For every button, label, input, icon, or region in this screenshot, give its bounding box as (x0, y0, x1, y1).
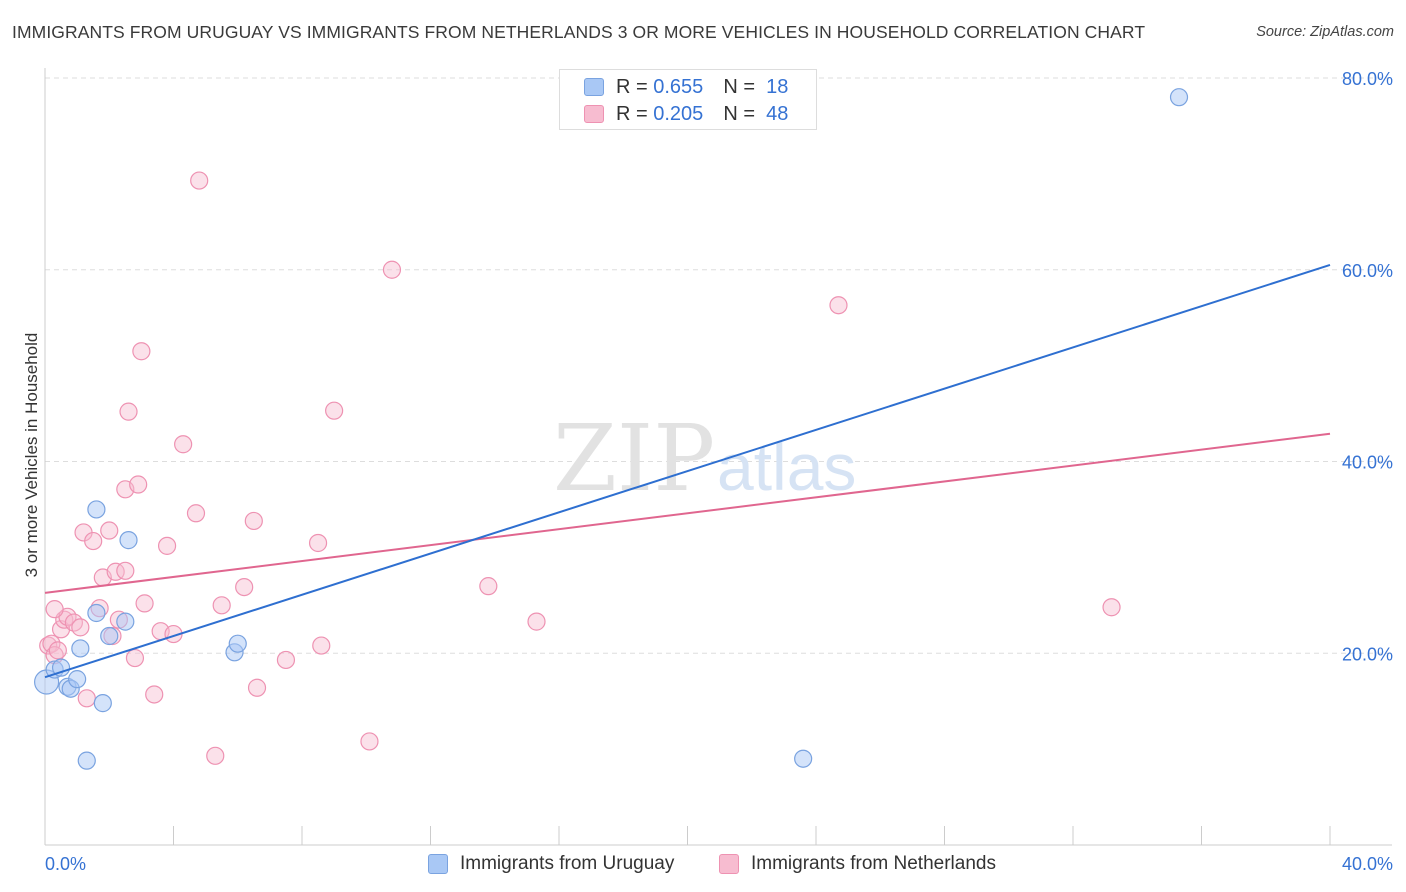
uruguay-point (794, 749, 813, 768)
netherlands-point (132, 342, 151, 361)
bottom-legend-swatch-netherlands (719, 854, 739, 874)
uruguay-point (100, 626, 119, 646)
legend-swatch-netherlands (584, 105, 604, 123)
netherlands-point (174, 435, 193, 454)
netherlands-point (247, 678, 267, 697)
y-tick-label: 60.0% (1342, 261, 1393, 281)
uruguay-point (77, 751, 96, 770)
watermark-zip: ZIP (553, 405, 715, 512)
netherlands-point (100, 521, 119, 540)
netherlands-point (135, 594, 154, 613)
trendlines (44, 264, 1331, 679)
netherlands-point (45, 600, 64, 619)
y-tick-label: 40.0% (1342, 453, 1393, 473)
watermark: ZIP atlas (553, 405, 856, 512)
uruguay-point (119, 531, 138, 550)
legend-swatch-uruguay (584, 78, 604, 96)
legend-r-label: R = (616, 102, 648, 125)
netherlands-point (1102, 598, 1121, 617)
correlation-legend: R = 0.655 N = 18 R = 0.205 N = 48 (559, 69, 817, 130)
netherlands-point (71, 618, 90, 637)
netherlands-point (244, 511, 263, 531)
netherlands-point (119, 402, 138, 421)
netherlands-point (308, 533, 328, 553)
uruguay-point (87, 603, 106, 623)
uruguay-point (68, 670, 87, 689)
netherlands-point (312, 636, 331, 655)
legend-n-value-netherlands: 48 (766, 102, 789, 125)
axes (44, 68, 1392, 846)
netherlands-point (157, 536, 177, 555)
uruguay-point (116, 612, 135, 631)
uruguay-point (93, 694, 112, 713)
uruguay-points (34, 88, 1189, 770)
uruguay-trendline (44, 264, 1331, 679)
source-label: Source: ZipAtlas.com (1256, 24, 1394, 40)
netherlands-point (190, 171, 209, 190)
uruguay-point (71, 639, 90, 658)
netherlands-point (42, 634, 61, 653)
x-tick-label: 40.0% (1342, 854, 1393, 874)
netherlands-point (116, 561, 135, 580)
netherlands-point (145, 685, 164, 704)
bottom-legend-label-uruguay: Immigrants from Uruguay (460, 853, 675, 874)
y-axis-label: 3 or more Vehicles in Household (22, 332, 41, 578)
bottom-legend-label-netherlands: Immigrants from Netherlands (751, 853, 996, 874)
netherlands-points (39, 171, 1121, 765)
legend-n-label: N = (723, 102, 755, 125)
x-tick-label: 0.0% (45, 854, 86, 874)
netherlands-point (206, 746, 225, 765)
netherlands-point (276, 650, 296, 670)
netherlands-point (829, 296, 848, 315)
netherlands-point (39, 636, 58, 655)
bottom-legend-swatch-uruguay (428, 854, 448, 874)
uruguay-point (51, 658, 71, 677)
y-tick-label: 20.0% (1342, 644, 1393, 664)
netherlands-point (48, 641, 67, 660)
bottom-legend-netherlands: Immigrants from Netherlands (719, 851, 996, 877)
legend-r-label: R = (616, 75, 648, 98)
netherlands-point (106, 562, 125, 581)
netherlands-trendline (44, 432, 1331, 594)
watermark-atlas: atlas (717, 430, 856, 504)
y-tick-label: 80.0% (1342, 69, 1393, 89)
netherlands-point (360, 732, 379, 751)
netherlands-point (382, 260, 402, 279)
tick-labels: 20.0% 40.0% 60.0% 80.0% 0.0% 40.0% (45, 69, 1393, 874)
netherlands-point (84, 531, 103, 551)
netherlands-point (527, 612, 546, 631)
netherlands-point (479, 577, 498, 596)
uruguay-point (1169, 88, 1189, 107)
legend-row-netherlands: R = 0.205 N = 48 (584, 101, 788, 127)
uruguay-point (228, 634, 247, 653)
netherlands-point (235, 577, 254, 597)
netherlands-point (77, 689, 96, 708)
netherlands-point (212, 596, 231, 615)
legend-r-value-netherlands: 0.205 (653, 102, 704, 125)
netherlands-point (125, 648, 145, 668)
bottom-legend-uruguay: Immigrants from Uruguay (428, 851, 674, 877)
chart-title: IMMIGRANTS FROM URUGUAY VS IMMIGRANTS FR… (12, 22, 1146, 42)
legend-n-label: N = (723, 75, 755, 98)
netherlands-point (129, 475, 148, 494)
legend-n-value-uruguay: 18 (766, 75, 789, 98)
netherlands-point (186, 504, 206, 523)
uruguay-point (87, 500, 106, 519)
netherlands-point (325, 401, 344, 420)
legend-r-value-uruguay: 0.655 (653, 75, 704, 98)
legend-row-uruguay: R = 0.655 N = 18 (584, 74, 788, 100)
